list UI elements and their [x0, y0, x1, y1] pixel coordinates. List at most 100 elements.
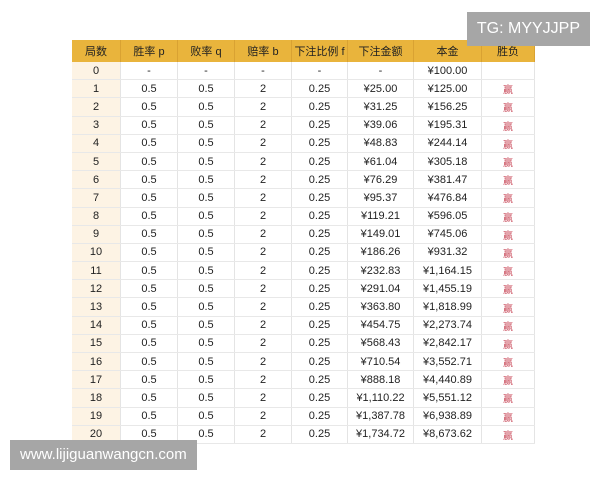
- table-cell: ¥1,387.78: [347, 407, 414, 426]
- table-cell: 0.5: [120, 116, 178, 135]
- table-cell: 0.5: [177, 243, 235, 263]
- table-cell: ¥39.06: [347, 116, 414, 135]
- table-cell: ¥710.54: [347, 352, 414, 372]
- table-row: 4 0.5 0.5 2 0.25 ¥48.83 ¥244.14 赢: [72, 134, 535, 153]
- table-row: 12 0.5 0.5 2 0.25 ¥291.04 ¥1,455.19 赢: [72, 279, 535, 299]
- table-cell: 0.25: [291, 352, 348, 372]
- table-cell: 0.25: [291, 279, 348, 299]
- table-cell: 0: [72, 62, 121, 81]
- table-cell: 0.5: [120, 134, 178, 153]
- table-cell: -: [234, 62, 292, 81]
- table-cell: ¥931.32: [413, 243, 482, 263]
- table-cell: ¥5,551.12: [413, 388, 482, 408]
- table-cell: ¥305.18: [413, 152, 482, 172]
- table-cell: 0.5: [120, 170, 178, 190]
- table-cell: ¥291.04: [347, 279, 414, 299]
- table-cell: 0.5: [120, 407, 178, 426]
- table-cell: 0.25: [291, 152, 348, 172]
- table-row: 16 0.5 0.5 2 0.25 ¥710.54 ¥3,552.71 赢: [72, 352, 535, 372]
- table-cell: ¥125.00: [413, 79, 482, 99]
- table-cell: [481, 62, 535, 81]
- table-cell: 0.5: [177, 207, 235, 226]
- table-cell: 0.25: [291, 425, 348, 444]
- table-cell: 赢: [481, 207, 535, 226]
- table-cell: 0.25: [291, 370, 348, 390]
- table-cell: 0.5: [177, 334, 235, 354]
- table-cell: 12: [72, 279, 121, 299]
- table-cell: -: [291, 62, 348, 81]
- table-cell: 赢: [481, 407, 535, 426]
- url-watermark: www.lijiguanwangcn.com: [10, 440, 197, 470]
- table-cell: 2: [234, 334, 292, 354]
- table-cell: 赢: [481, 261, 535, 281]
- table-row: 1 0.5 0.5 2 0.25 ¥25.00 ¥125.00 赢: [72, 79, 535, 99]
- table-row: 18 0.5 0.5 2 0.25 ¥1,110.22 ¥5,551.12 赢: [72, 388, 535, 408]
- table-cell: 赢: [481, 225, 535, 244]
- table-cell: 0.5: [177, 316, 235, 335]
- table-cell: 2: [234, 425, 292, 444]
- table-cell: 0.5: [177, 152, 235, 172]
- table-cell: ¥2,273.74: [413, 316, 482, 335]
- table-cell: ¥100.00: [413, 62, 482, 81]
- table-cell: ¥6,938.89: [413, 407, 482, 426]
- column-header: 下注金额: [347, 40, 414, 62]
- table-cell: ¥48.83: [347, 134, 414, 153]
- table-cell: 16: [72, 352, 121, 372]
- table-cell: 赢: [481, 79, 535, 99]
- table-cell: ¥76.29: [347, 170, 414, 190]
- table-cell: 2: [234, 97, 292, 117]
- table-cell: 2: [234, 170, 292, 190]
- table-cell: 15: [72, 334, 121, 354]
- table-body: 0- - - - - ¥100.00 1 0.5 0.5 2 0.25 ¥25.00 ¥125.00 赢 2…: [72, 62, 535, 444]
- table-cell: 赢: [481, 188, 535, 208]
- table-row: 10 0.5 0.5 2 0.25 ¥186.26 ¥931.32 赢: [72, 243, 535, 263]
- table-cell: 4: [72, 134, 121, 153]
- table-cell: 1: [72, 79, 121, 99]
- table-cell: 0.5: [177, 134, 235, 153]
- table-cell: 0.5: [120, 297, 178, 317]
- table-header-row: 局数 胜率 p 败率 q 赔率 b 下注比例 f 下注金额 本金 胜负: [72, 40, 535, 62]
- table-row: 6 0.5 0.5 2 0.25 ¥76.29 ¥381.47 赢: [72, 170, 535, 190]
- table-cell: 0.5: [177, 279, 235, 299]
- table-cell: 0.25: [291, 297, 348, 317]
- table-cell: 0.5: [177, 407, 235, 426]
- table-row: 14 0.5 0.5 2 0.25 ¥454.75 ¥2,273.74 赢: [72, 316, 535, 335]
- table-cell: 0.5: [120, 97, 178, 117]
- table-cell: 0.5: [120, 207, 178, 226]
- table-cell: 2: [234, 297, 292, 317]
- table-cell: 0.25: [291, 388, 348, 408]
- table-cell: 0.5: [177, 116, 235, 135]
- table-cell: 0.25: [291, 97, 348, 117]
- table-cell: 0.5: [120, 388, 178, 408]
- table-row: 5 0.5 0.5 2 0.25 ¥61.04 ¥305.18 赢: [72, 152, 535, 172]
- table-cell: ¥195.31: [413, 116, 482, 135]
- column-header: 胜率 p: [120, 40, 178, 62]
- table-cell: 14: [72, 316, 121, 335]
- table-cell: 赢: [481, 97, 535, 117]
- table-cell: 2: [234, 352, 292, 372]
- table-cell: 0.25: [291, 316, 348, 335]
- table-cell: 0.25: [291, 243, 348, 263]
- table-cell: 2: [234, 116, 292, 135]
- table-cell: ¥1,455.19: [413, 279, 482, 299]
- table-cell: 0.5: [177, 79, 235, 99]
- column-header: 赔率 b: [234, 40, 292, 62]
- table-row: 15 0.5 0.5 2 0.25 ¥568.43 ¥2,842.17 赢: [72, 334, 535, 354]
- table-cell: -: [120, 62, 178, 81]
- table-cell: ¥1,734.72: [347, 425, 414, 444]
- table-row: 20 0.5 0.5 2 0.25 ¥1,734.72 ¥8,673.62 赢: [72, 425, 535, 444]
- table-cell: 0.5: [177, 297, 235, 317]
- table-cell: ¥119.21: [347, 207, 414, 226]
- table-cell: 2: [234, 243, 292, 263]
- table-row: 13 0.5 0.5 2 0.25 ¥363.80 ¥1,818.99 赢: [72, 297, 535, 317]
- table-cell: 0.5: [177, 388, 235, 408]
- table-cell: 赢: [481, 388, 535, 408]
- table-cell: 赢: [481, 279, 535, 299]
- table-cell: 2: [234, 207, 292, 226]
- table-cell: 0.5: [120, 243, 178, 263]
- table-cell: 0.5: [120, 279, 178, 299]
- table-cell: 赢: [481, 425, 535, 444]
- table-row: 3 0.5 0.5 2 0.25 ¥39.06 ¥195.31 赢: [72, 116, 535, 135]
- table-cell: 0.5: [177, 261, 235, 281]
- table-cell: 赢: [481, 170, 535, 190]
